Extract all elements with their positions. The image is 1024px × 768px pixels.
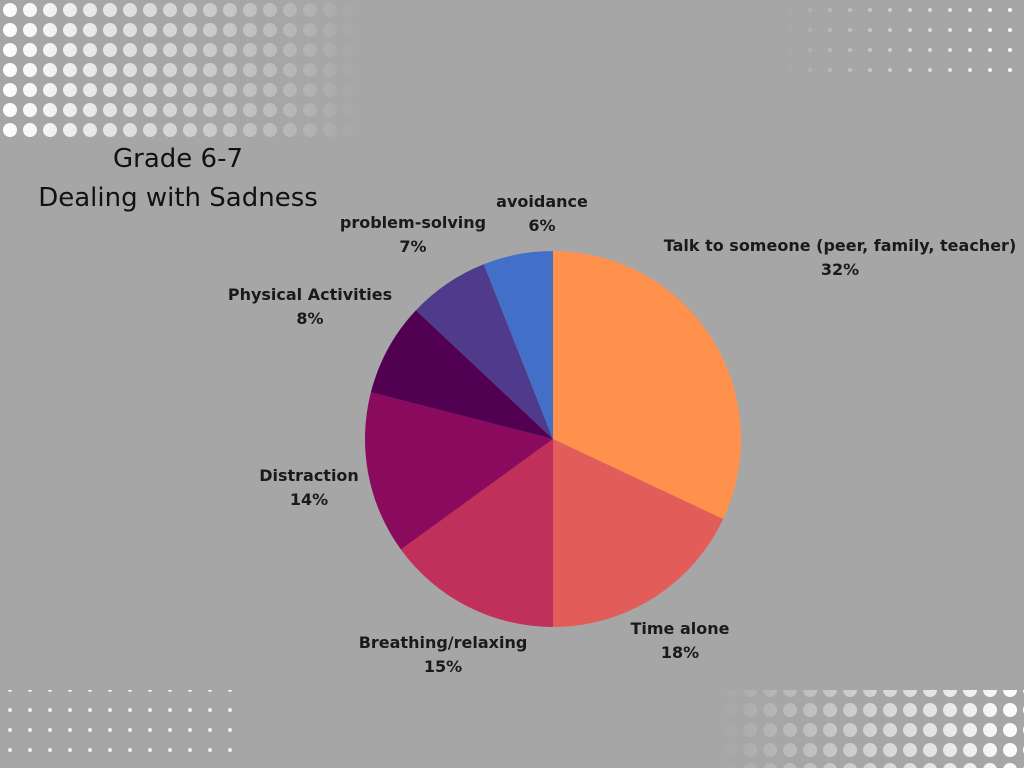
slice-label: Talk to someone (peer, family, teacher) — [664, 236, 1017, 255]
slice-value-label: 14% — [290, 490, 328, 509]
pie-slice — [483, 251, 553, 439]
pie-slice — [553, 251, 741, 520]
slice-value-label: 18% — [661, 643, 699, 662]
pie — [364, 251, 741, 627]
slice-value-label: 32% — [821, 260, 859, 279]
chart-subtitle: Dealing with Sadness — [38, 183, 318, 213]
chart-title: Grade 6-7 — [113, 144, 243, 174]
pie-slice — [370, 310, 553, 439]
pie-slice — [364, 392, 553, 550]
slice-label: Breathing/relaxing — [359, 633, 528, 652]
slice-value-label: 7% — [399, 237, 426, 256]
slice-label: problem-solving — [340, 213, 486, 232]
slice-value-label: 6% — [528, 216, 555, 235]
pie-slice — [553, 439, 724, 627]
pie-slice — [415, 264, 553, 439]
slice-label: Distraction — [259, 466, 359, 485]
slice-value-label: 15% — [424, 657, 462, 676]
slice-label: Physical Activities — [228, 285, 392, 304]
slice-label: avoidance — [496, 192, 588, 211]
slice-label: Time alone — [630, 619, 729, 638]
pie-slice — [400, 439, 553, 627]
slice-value-label: 8% — [296, 309, 323, 328]
